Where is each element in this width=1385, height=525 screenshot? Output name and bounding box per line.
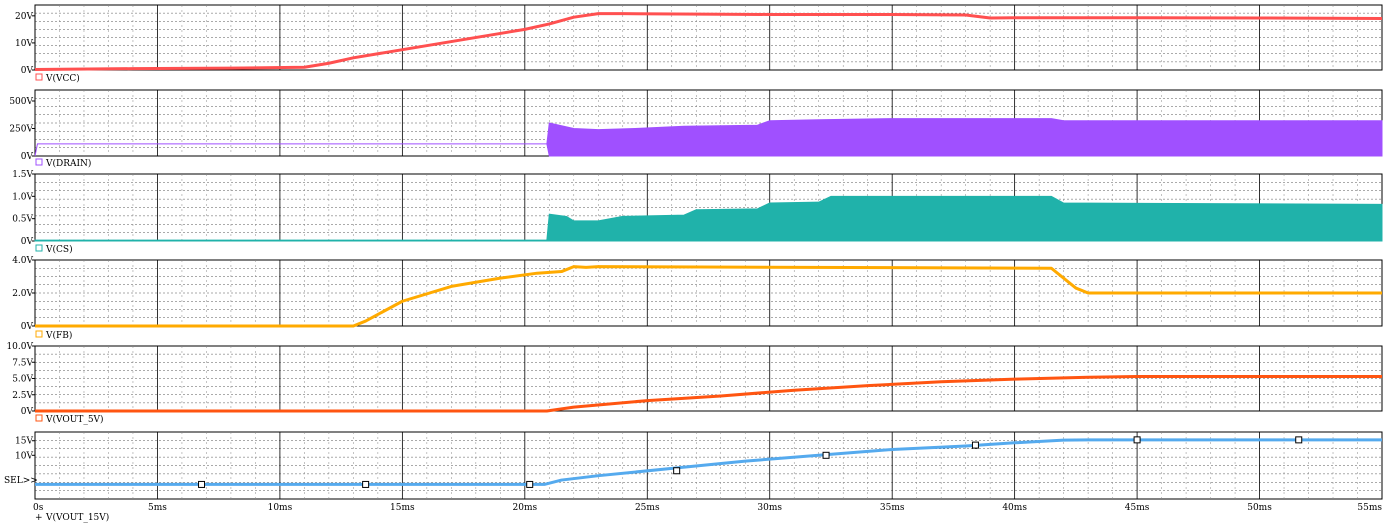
y-tick-label: 0V [21,237,34,247]
legend-label: V(VCC) [45,73,80,84]
legend-entry[interactable]: V(CS) [35,244,73,255]
series-marker [526,480,534,488]
sel-label: SEL>> [4,476,38,486]
y-tick-label: 2.0V [12,289,33,299]
y-tick-label: 0V [21,152,34,162]
x-tick-label: 45ms [1125,503,1150,513]
legend-swatch [35,330,43,338]
legend-label: V(CS) [45,244,73,255]
series-line [35,375,1382,413]
y-tick-label: 20V [15,12,33,22]
legend-plus-icon: + [35,513,43,523]
series-marker [971,441,979,449]
x-tick-label: 55ms [1357,503,1382,513]
y-tick-label: 0V [21,407,34,417]
panel-3: 0V 0.5V 1.0V 1.5V V(CS) [12,170,1383,255]
legend-entry[interactable]: V(DRAIN) [35,158,91,169]
legend-label: V(VOUT_15V) [45,512,109,523]
series-marker [673,467,681,475]
y-tick-label: 10.0V [6,342,33,352]
x-tick-label: 0s [33,503,44,513]
y-tick-label: 10V [15,451,33,461]
legend-label: V(FB) [45,330,72,341]
panel-1: 0V 10V 20V V(VCC) [15,4,1383,84]
x-tick-label: 40ms [1002,503,1027,513]
series-area [34,118,1383,157]
legend-swatch [35,414,43,422]
y-tick-label: 500V [9,97,33,107]
series-area [34,195,1383,242]
legend-entry[interactable]: V(VOUT_5V) [35,414,104,425]
panel-6: 10V 15V SEL>> + V(VOUT_15V) [4,431,1383,523]
panel-4: 0V 2.0V 4.0V V(FB) [12,256,1383,341]
x-tick-label: 25ms [635,503,660,513]
series-marker [362,480,370,488]
series-line [34,12,1383,71]
x-tick-label: 15ms [390,503,415,513]
x-tick-label: 30ms [757,503,782,513]
x-tick-label: 5ms [148,503,167,513]
series-line [35,265,1382,328]
x-tick-label: 50ms [1247,503,1272,513]
y-tick-label: 10V [15,39,33,49]
y-tick-label: 2.5V [12,391,33,401]
y-tick-label: 5.0V [12,375,33,385]
x-tick-label: 20ms [513,503,538,513]
y-tick-label: 15V [15,437,33,447]
legend-swatch [35,73,43,81]
series-marker [1133,436,1141,444]
panel-5: 0V 2.5V 5.0V 7.5V 10.0V V(VOUT_5V) [6,342,1383,425]
legend-label: V(VOUT_5V) [45,414,104,425]
legend-swatch [35,244,43,252]
y-tick-label: 4.0V [12,256,33,266]
y-tick-label: 0V [21,66,34,76]
x-tick-label: 35ms [880,503,905,513]
y-tick-label: 0V [21,322,34,332]
y-tick-label: 1.5V [12,170,33,180]
panel-2: 0V 250V 500V V(DRAIN) [9,89,1383,169]
y-tick-label: 7.5V [12,358,33,368]
series-marker [1295,436,1303,444]
legend-swatch [35,158,43,166]
y-tick-label: 0.5V [12,215,33,225]
y-tick-label: 1.0V [12,192,33,202]
legend-entry[interactable]: V(FB) [35,330,72,341]
legend-entry[interactable]: V(VCC) [35,73,80,84]
y-tick-label: 250V [9,125,33,135]
series-line [35,438,1382,486]
legend-label: V(DRAIN) [45,158,91,169]
series-marker [822,451,830,459]
legend-entry[interactable]: + V(VOUT_15V) [35,512,109,523]
x-tick-label: 10ms [268,503,293,513]
series-marker [198,480,206,488]
